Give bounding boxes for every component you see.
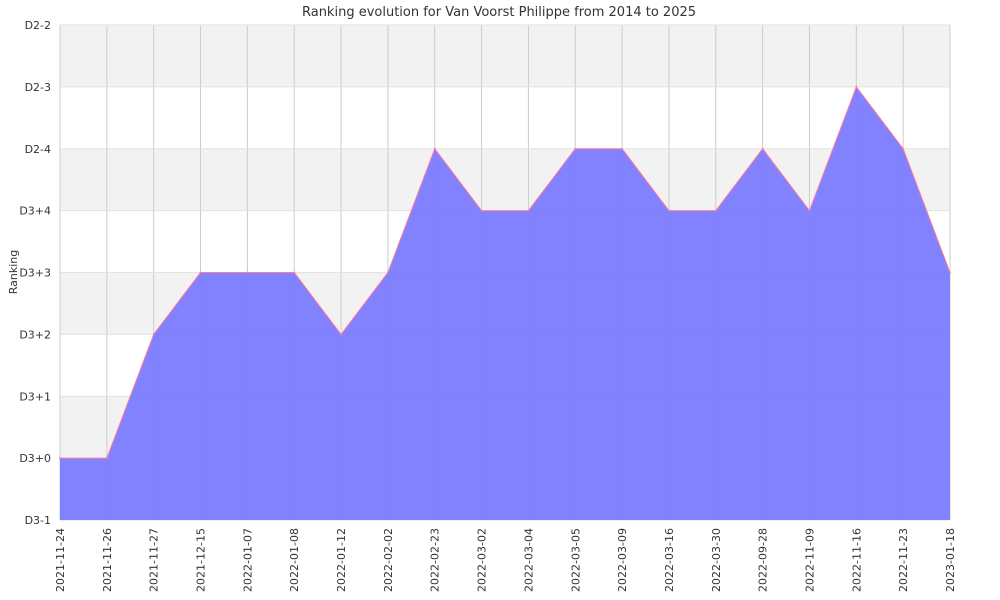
data-point [152,333,155,336]
x-tick-label: 2022-03-30 [710,528,723,592]
x-tick-label: 2021-11-26 [101,528,114,592]
series-line [60,85,951,459]
x-tick-label: 2022-01-12 [335,528,348,592]
ranking-area [60,85,951,520]
data-point [340,333,343,336]
data-point [527,209,530,212]
y-tick-label: D3+1 [19,390,51,403]
data-point [621,147,624,150]
y-tick-label: D3+0 [19,452,51,465]
x-tick-label: 2021-12-15 [195,528,208,592]
x-tick-label: 2022-03-16 [663,528,676,592]
x-tick-label: 2022-03-02 [476,528,489,592]
data-point [480,209,483,212]
data-point [386,271,389,274]
x-tick-label: 2022-09-28 [757,528,770,592]
x-tick-label: 2022-11-09 [803,528,816,592]
y-tick-label: D3+2 [19,328,51,341]
y-tick-label: D3-1 [25,514,51,527]
x-tick-label: 2022-01-07 [241,528,254,592]
data-point [714,209,717,212]
x-tick-label: 2022-02-02 [382,528,395,592]
data-point [105,457,108,460]
y-axis-label: Ranking [7,250,20,295]
x-tick-label: 2022-01-08 [288,528,301,592]
y-tick-label: D2-2 [25,19,51,32]
y-tick-label: D3+3 [19,267,51,280]
y-axis-tick-labels: D3-1 D3+0 D3+1 D3+2 D3+3 D3+4 D2-4 D2-3 D2-2 [19,19,51,527]
data-point [902,147,905,150]
x-tick-label: 2022-03-05 [569,528,582,592]
x-tick-label: 2022-11-23 [897,528,910,592]
area-fill [60,86,950,520]
grid-band [60,25,950,87]
x-tick-label: 2022-11-16 [850,528,863,592]
y-tick-label: D2-4 [25,143,51,156]
data-point [667,209,670,212]
x-tick-label: 2022-03-09 [616,528,629,592]
data-point [855,85,858,88]
x-tick-label: 2022-03-04 [522,528,535,592]
data-point [808,209,811,212]
grid-band [60,86,950,149]
data-point [433,147,436,150]
x-axis-tick-labels: 2021-11-24 2021-11-26 2021-11-27 2021-12-15… [54,528,957,592]
data-points [59,85,951,460]
chart-title: Ranking evolution for Van Voorst Philipp… [302,5,696,20]
x-tick-label: 2022-02-23 [429,528,442,592]
data-point [574,147,577,150]
x-tick-label: 2021-11-24 [54,528,67,592]
x-tick-label: 2023-01-18 [944,528,957,592]
data-point [293,271,296,274]
data-point [199,271,202,274]
data-point [761,147,764,150]
data-point [246,271,249,274]
data-point [949,271,951,274]
data-point [59,457,61,460]
x-tick-label: 2021-11-27 [148,528,161,592]
y-tick-label: D2-3 [25,81,51,94]
y-tick-label: D3+4 [19,205,51,218]
